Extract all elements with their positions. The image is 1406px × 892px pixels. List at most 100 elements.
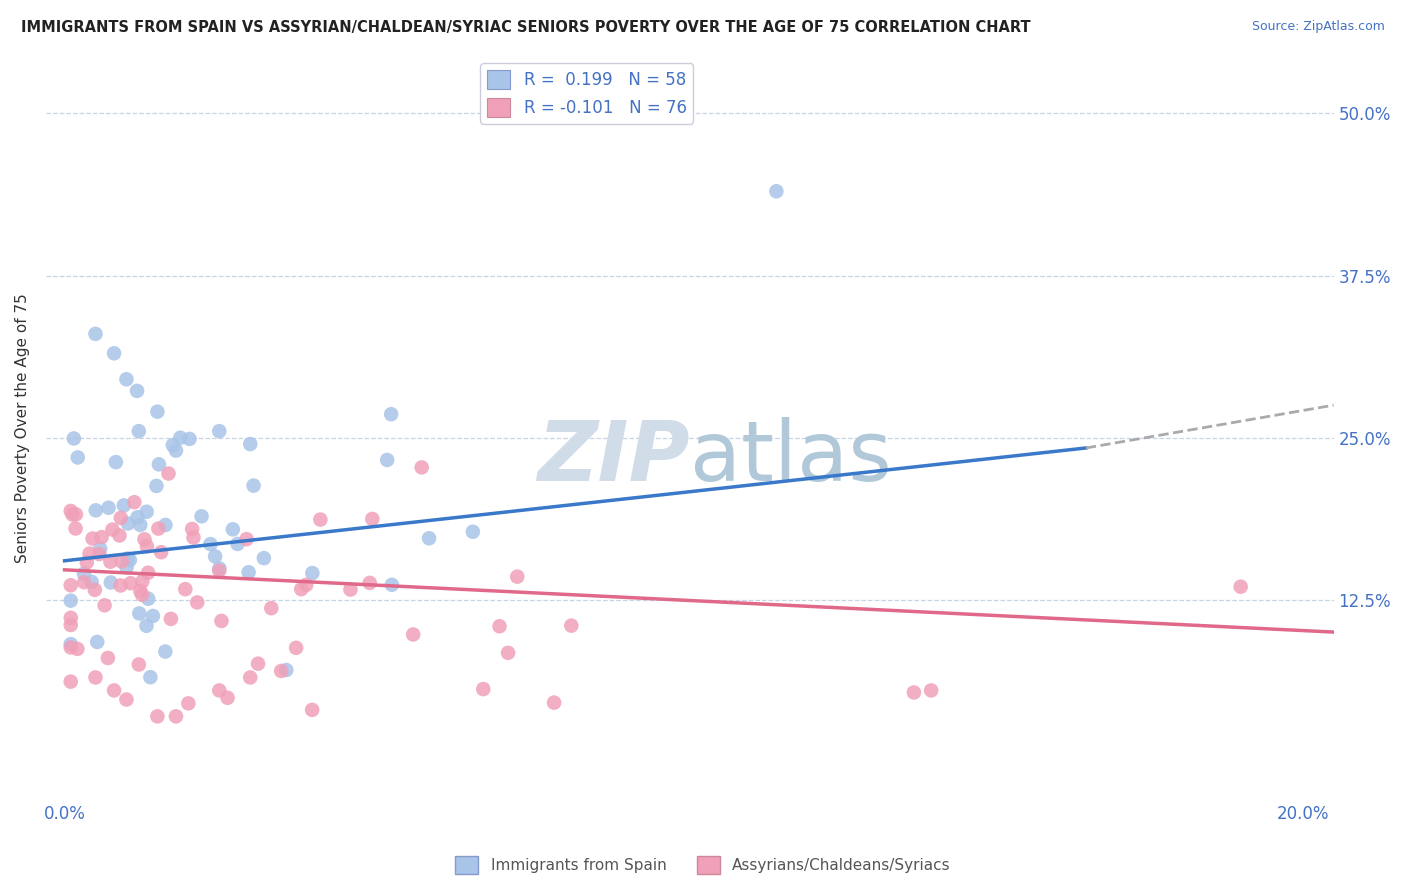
Point: [128, 607, 150, 621]
Point: [59, 674, 82, 689]
Point: [110, 511, 132, 525]
Point: [461, 524, 484, 539]
Text: IMMIGRANTS FROM SPAIN VS ASSYRIAN/CHALDEAN/SYRIAC SENIORS POVERTY OVER THE AGE O: IMMIGRANTS FROM SPAIN VS ASSYRIAN/CHALDE…: [21, 20, 1031, 35]
Point: [97, 651, 120, 665]
Point: [146, 709, 169, 723]
Point: [104, 455, 127, 469]
Point: [80, 574, 103, 589]
Point: [253, 551, 276, 566]
Point: [411, 460, 433, 475]
Point: [148, 458, 170, 472]
Point: [82, 532, 104, 546]
Point: [127, 510, 149, 524]
Point: [276, 663, 298, 677]
Point: [208, 564, 231, 578]
Point: [543, 696, 565, 710]
Point: [134, 533, 156, 547]
Point: [402, 627, 425, 641]
Point: [135, 619, 157, 633]
Point: [103, 346, 125, 360]
Point: [115, 692, 138, 706]
Point: [127, 384, 149, 398]
Point: [59, 504, 82, 518]
Point: [115, 560, 138, 574]
Point: [90, 530, 112, 544]
Point: [76, 555, 98, 569]
Point: [65, 508, 87, 522]
Point: [361, 512, 384, 526]
Point: [1229, 580, 1251, 594]
Point: [117, 551, 139, 566]
Point: [903, 685, 925, 699]
Point: [290, 582, 312, 596]
Point: [84, 670, 107, 684]
Point: [117, 516, 139, 531]
Point: [155, 518, 177, 533]
Point: [84, 326, 107, 341]
Point: [162, 438, 184, 452]
Point: [62, 508, 84, 522]
Point: [160, 612, 183, 626]
Point: [238, 566, 260, 580]
Point: [146, 405, 169, 419]
Point: [190, 509, 212, 524]
Point: [89, 541, 111, 556]
Point: [157, 467, 180, 481]
Text: atlas: atlas: [690, 417, 891, 499]
Point: [59, 637, 82, 651]
Point: [165, 709, 187, 723]
Point: [89, 547, 111, 561]
Point: [135, 505, 157, 519]
Point: [93, 599, 115, 613]
Point: [174, 582, 197, 597]
Point: [208, 683, 231, 698]
Point: [86, 635, 108, 649]
Point: [112, 499, 135, 513]
Point: [84, 503, 107, 517]
Legend: R =  0.199   N = 58, R = -0.101   N = 76: R = 0.199 N = 58, R = -0.101 N = 76: [481, 63, 693, 124]
Point: [381, 578, 404, 592]
Point: [103, 683, 125, 698]
Point: [920, 683, 942, 698]
Point: [380, 407, 402, 421]
Point: [208, 561, 231, 575]
Point: [177, 697, 200, 711]
Point: [108, 528, 131, 542]
Point: [506, 569, 529, 583]
Point: [301, 703, 323, 717]
Point: [181, 522, 204, 536]
Point: [131, 574, 153, 589]
Legend: Immigrants from Spain, Assyrians/Chaldeans/Syriacs: Immigrants from Spain, Assyrians/Chaldea…: [450, 850, 956, 880]
Point: [129, 584, 152, 599]
Point: [359, 575, 381, 590]
Point: [222, 522, 245, 536]
Point: [765, 184, 787, 198]
Point: [169, 431, 191, 445]
Point: [217, 690, 239, 705]
Point: [73, 566, 96, 581]
Point: [136, 591, 159, 606]
Point: [100, 555, 122, 569]
Point: [120, 576, 142, 591]
Point: [66, 450, 89, 465]
Point: [375, 453, 398, 467]
Point: [183, 531, 205, 545]
Point: [124, 495, 146, 509]
Point: [139, 670, 162, 684]
Point: [142, 609, 165, 624]
Point: [200, 537, 222, 551]
Point: [179, 432, 201, 446]
Point: [339, 582, 361, 597]
Point: [129, 518, 152, 533]
Point: [295, 578, 318, 592]
Point: [260, 601, 283, 615]
Point: [186, 595, 208, 609]
Point: [73, 575, 96, 590]
Point: [115, 372, 138, 386]
Point: [136, 539, 159, 553]
Point: [148, 522, 170, 536]
Point: [208, 424, 231, 438]
Point: [285, 640, 308, 655]
Text: ZIP: ZIP: [537, 417, 690, 499]
Point: [235, 532, 257, 546]
